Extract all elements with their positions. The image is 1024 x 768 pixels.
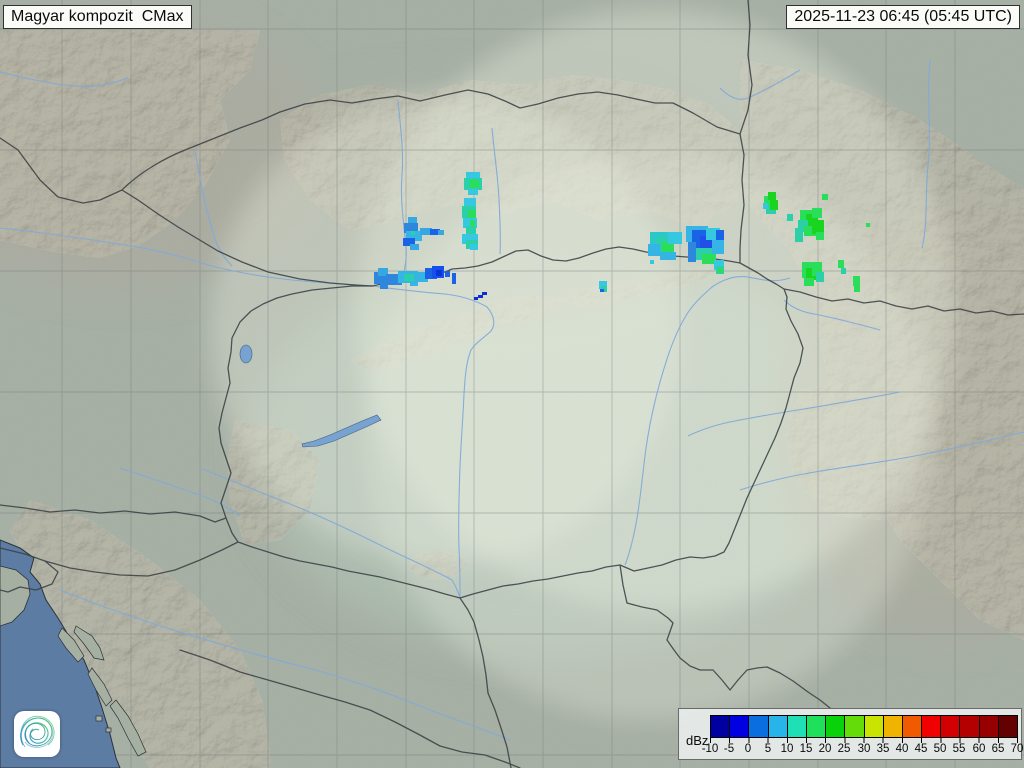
radar-echo-blue-dash <box>474 292 487 300</box>
legend-swatch <box>826 716 846 737</box>
legend-tick: -5 <box>723 743 735 755</box>
radar-echo-east-green-c <box>802 262 824 286</box>
legend-tick: 0 <box>744 743 752 755</box>
legend-tick: 10 <box>780 743 794 755</box>
legend-tick: 25 <box>837 743 851 755</box>
legend-tick-marks <box>710 738 1018 743</box>
radar-echo-column <box>462 198 478 250</box>
legend-swatch <box>922 716 942 737</box>
legend-swatch <box>864 716 884 737</box>
legend-swatch <box>787 716 807 737</box>
radar-coverage-circles <box>210 10 955 720</box>
radar-echo-ne-green-b <box>787 208 824 242</box>
legend-tick-labels: -10 -5 0 5 10 15 20 25 30 35 40 45 50 55… <box>702 743 1024 758</box>
legend-swatch <box>845 716 865 737</box>
timestamp-label: 2025-11-23 06:45 (05:45 UTC) <box>786 5 1020 29</box>
legend-tick: 70 <box>1010 743 1024 755</box>
legend-tick: 20 <box>818 743 832 755</box>
legend-tick: 65 <box>991 743 1005 755</box>
legend-swatch <box>730 716 750 737</box>
radar-echo-mid-dot <box>599 281 607 292</box>
radar-echo-ne-green-a <box>763 192 828 214</box>
lake-balaton <box>301 414 382 448</box>
legend-unit-label: dBz <box>686 733 709 748</box>
radar-echo-west-band <box>374 266 456 289</box>
radar-echo-north-cell <box>464 172 482 195</box>
legend-swatch <box>883 716 903 737</box>
legend-swatch <box>998 716 1017 737</box>
product-label: Magyar kompozit CMax <box>3 5 192 29</box>
radar-echo-nw-cluster <box>403 217 444 250</box>
legend-tick: 35 <box>876 743 890 755</box>
legend-swatch <box>960 716 980 737</box>
radar-echoes <box>374 172 870 300</box>
legend-swatch <box>768 716 788 737</box>
hungaromet-logo <box>14 711 60 757</box>
legend-tick: 30 <box>857 743 871 755</box>
legend-tick: 45 <box>914 743 928 755</box>
legend-tick: 40 <box>895 743 909 755</box>
legend-swatch <box>749 716 769 737</box>
lakes <box>239 344 382 448</box>
reflectivity-legend: dBz -10 -5 0 5 10 15 20 <box>678 708 1024 760</box>
legend-tick: 15 <box>799 743 813 755</box>
radar-echo-east-small <box>838 223 870 292</box>
legend-swatch <box>711 716 731 737</box>
legend-tick: 55 <box>952 743 966 755</box>
legend-tick: 5 <box>764 743 772 755</box>
legend-tick: 50 <box>933 743 947 755</box>
hungaromet-spiral-icon <box>20 715 55 748</box>
legend-swatch <box>941 716 961 737</box>
legend-tick: 60 <box>972 743 986 755</box>
legend-swatch <box>902 716 923 737</box>
legend-swatch <box>979 716 999 737</box>
rivers <box>0 59 1024 741</box>
legend-color-scale <box>710 715 1018 738</box>
radar-echo-main-cluster <box>648 226 724 274</box>
lake-ferto <box>239 344 253 364</box>
legend-swatch <box>806 716 827 737</box>
legend-tick: -10 <box>701 743 719 755</box>
